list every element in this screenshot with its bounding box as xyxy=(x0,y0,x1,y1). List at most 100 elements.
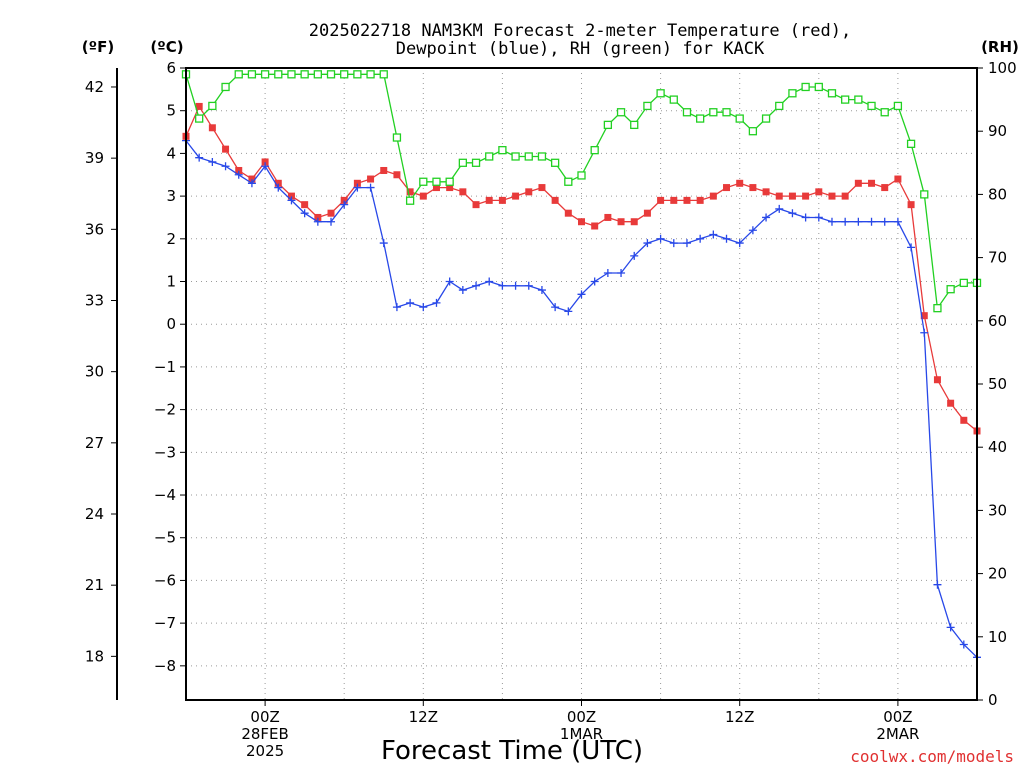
rh-point xyxy=(630,120,639,130)
temperature-point xyxy=(604,213,612,221)
x-tick-label: 12Z xyxy=(725,708,754,726)
rh-point xyxy=(854,95,863,104)
rh-point xyxy=(300,70,309,79)
temperature-point xyxy=(327,209,335,217)
x-tick-label: 2MAR xyxy=(876,725,919,743)
dewpoint-point xyxy=(603,268,612,277)
rh-point xyxy=(208,101,217,111)
temperature-point xyxy=(723,184,731,192)
temperature-point xyxy=(947,399,955,407)
fahrenheit-tick-label: 27 xyxy=(85,434,104,452)
temperature-point xyxy=(446,184,454,192)
dewpoint-point xyxy=(445,277,454,286)
celsius-tick-label: 4 xyxy=(166,144,176,162)
celsius-tick-label: −6 xyxy=(154,571,176,589)
x-tick-label: 12Z xyxy=(409,708,438,726)
dewpoint-point xyxy=(340,200,349,209)
rh-point xyxy=(564,177,573,186)
celsius-tick-label: 2 xyxy=(166,230,176,248)
temperature-point xyxy=(274,179,282,187)
temperature-point xyxy=(432,184,440,192)
temperature-point xyxy=(920,312,928,320)
rh-tick-label: 50 xyxy=(988,375,1007,393)
rh-point xyxy=(748,127,758,136)
dewpoint-point xyxy=(366,183,375,192)
dewpoint-point xyxy=(577,290,586,299)
rh-tick-label: 0 xyxy=(988,691,998,709)
temperature-point xyxy=(380,166,388,174)
temperature-point xyxy=(498,196,506,204)
rh-point xyxy=(313,70,322,79)
rh-point xyxy=(616,108,626,117)
temperature-point xyxy=(222,145,230,153)
celsius-tick-label: −1 xyxy=(154,358,176,376)
temperature-point xyxy=(670,196,678,204)
rh-point xyxy=(326,70,336,79)
rh-tick-label: 10 xyxy=(988,628,1007,646)
plot-frame xyxy=(185,67,978,701)
rh-point xyxy=(247,70,257,79)
rh-tick-label: 90 xyxy=(988,122,1007,140)
dewpoint-point xyxy=(669,239,678,248)
temperature-point xyxy=(485,196,493,204)
rh-point xyxy=(471,158,481,167)
rh-point xyxy=(801,82,810,92)
temperature-point xyxy=(775,192,783,200)
dewpoint-point xyxy=(537,286,546,295)
rh-point xyxy=(366,70,375,79)
dewpoint-point xyxy=(946,623,955,632)
temperature-point xyxy=(564,209,572,217)
rh-point xyxy=(788,89,797,98)
dewpoint-point xyxy=(247,179,256,188)
rh-point xyxy=(893,101,903,111)
dewpoint-point xyxy=(722,234,731,243)
rh-point xyxy=(340,70,349,79)
rh-tick-label: 30 xyxy=(988,501,1007,519)
temperature-point xyxy=(894,175,902,183)
dewpoint-point xyxy=(511,281,520,290)
celsius-tick-label: −4 xyxy=(154,486,176,504)
dewpoint-point xyxy=(959,640,968,649)
dewpoint-point xyxy=(524,281,533,290)
temperature-point xyxy=(696,196,704,204)
rh-point xyxy=(959,278,968,288)
temperature-point xyxy=(512,192,520,200)
temperature-point xyxy=(208,124,216,132)
temperature-point xyxy=(406,188,414,196)
rh-tick-label: 40 xyxy=(988,438,1007,456)
temperature-point xyxy=(854,179,862,187)
celsius-tick-label: −5 xyxy=(154,529,176,547)
temperature-point xyxy=(367,175,375,183)
temperature-point xyxy=(301,201,309,209)
fahrenheit-axis: 42 39 36 33 30 27 24 21 18 xyxy=(85,68,118,700)
series-layer xyxy=(181,70,982,662)
rh-point xyxy=(221,82,230,92)
rh-tick-label: 60 xyxy=(988,312,1007,330)
celsius-tick-label: 3 xyxy=(166,187,176,205)
rh-point xyxy=(920,190,929,199)
fahrenheit-tick-label: 18 xyxy=(85,647,104,665)
rh-point xyxy=(590,146,599,155)
rh-point xyxy=(524,152,533,161)
temperature-point xyxy=(314,213,322,221)
dewpoint-point xyxy=(485,277,494,286)
rh-point xyxy=(656,89,665,98)
temperature-point xyxy=(907,201,915,209)
temperature-point xyxy=(472,201,480,209)
dewpoint-point xyxy=(392,303,401,312)
rh-point xyxy=(458,158,468,167)
temperature-point xyxy=(630,218,638,226)
x-tick-label: 28FEB xyxy=(241,725,288,743)
celsius-tick-label: −7 xyxy=(154,614,176,632)
temperature-point xyxy=(578,218,585,226)
rh-point xyxy=(735,114,744,123)
rh-point xyxy=(537,152,547,161)
temperature-point xyxy=(683,196,691,204)
rh-point xyxy=(287,70,296,79)
dewpoint-point xyxy=(893,217,902,226)
fahrenheit-tick-label: 42 xyxy=(85,78,104,96)
rh-point xyxy=(827,89,837,98)
